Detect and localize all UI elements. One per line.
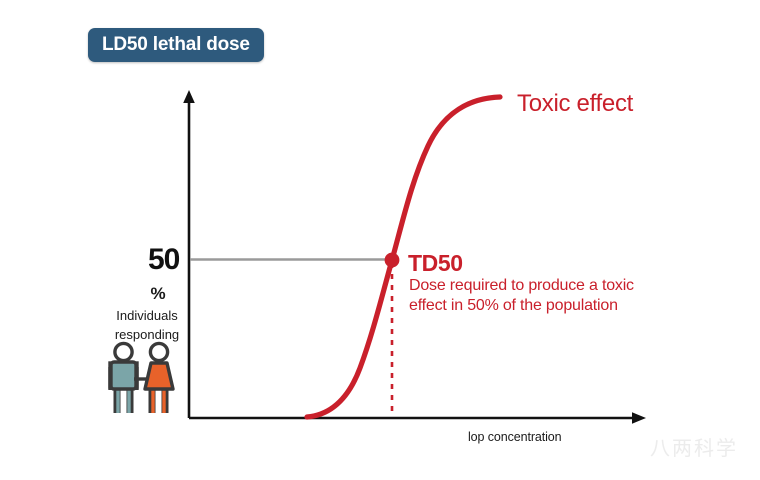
td50-point-marker	[384, 252, 400, 268]
toxic-effect-curve	[304, 94, 503, 420]
y-axis	[183, 90, 195, 418]
x-axis-label: lop concentration	[468, 430, 562, 444]
title-badge: LD50 lethal dose	[88, 28, 264, 62]
y-axis-label: Individuals responding	[114, 308, 180, 342]
female-figure-icon	[143, 341, 175, 413]
y-axis-tick-50: 50	[148, 243, 180, 276]
y-axis-arrowhead	[183, 90, 195, 103]
y-axis-unit-percent: %	[150, 284, 166, 303]
x-axis-arrowhead	[632, 412, 646, 424]
td50-annotation-title: TD50	[408, 250, 463, 276]
td50-annotation-description: Dose required to produce a toxic effect …	[409, 277, 634, 315]
male-figure-icon	[108, 341, 139, 413]
two-people-pictogram-icon	[108, 341, 175, 413]
curve-label-toxic-effect: Toxic effect	[517, 90, 634, 117]
male-head-icon	[113, 341, 134, 363]
x-axis	[189, 412, 646, 424]
watermark-text: 八两科学	[650, 436, 738, 460]
female-head-icon	[148, 341, 170, 363]
